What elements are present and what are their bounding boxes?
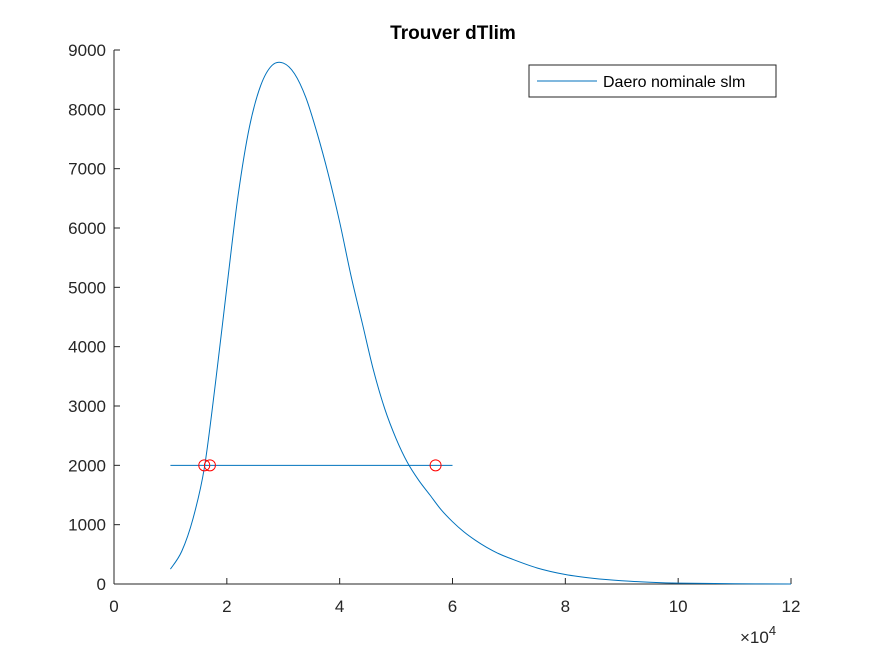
x-tick-label: 12 [782, 597, 801, 616]
y-tick-label: 9000 [68, 41, 106, 60]
y-tick-label: 6000 [68, 219, 106, 238]
intersection-marker [203, 459, 216, 472]
x-tick-label: 4 [335, 597, 344, 616]
svg-text:×104: ×104 [740, 623, 776, 647]
y-tick-label: 7000 [68, 160, 106, 179]
intersection-marker [429, 459, 442, 472]
y-tick-label: 0 [97, 575, 106, 594]
plot-markers [198, 459, 442, 472]
axes: 0 2 4 6 8 10 12 0 1000 2000 3000 4000 5000 6000 7000 80… [68, 41, 800, 616]
x-tick-label: 0 [109, 597, 118, 616]
y-tick-label: 5000 [68, 278, 106, 297]
legend-entry-label: Daero nominale slm [603, 74, 745, 91]
x-tick-label: 6 [448, 597, 457, 616]
x-tick-label: 2 [222, 597, 231, 616]
legend: Daero nominale slm [528, 64, 777, 98]
y-tick-label: 8000 [68, 100, 106, 119]
x-exponent-power: 4 [769, 623, 776, 638]
series-line-daero [169, 61, 792, 585]
x-tick-label: 8 [561, 597, 570, 616]
x-tick-label: 10 [669, 597, 688, 616]
y-tick-label: 2000 [68, 456, 106, 475]
plot-lines [169, 61, 792, 585]
intersection-marker [198, 459, 211, 472]
x-exponent-base: ×10 [740, 628, 769, 647]
y-tick-label: 4000 [68, 338, 106, 357]
y-tick-label: 1000 [68, 516, 106, 535]
y-tick-label: 3000 [68, 397, 106, 416]
chart-title: Trouver dTlim [390, 23, 516, 44]
x-exponent-label: ×104 [740, 623, 776, 647]
